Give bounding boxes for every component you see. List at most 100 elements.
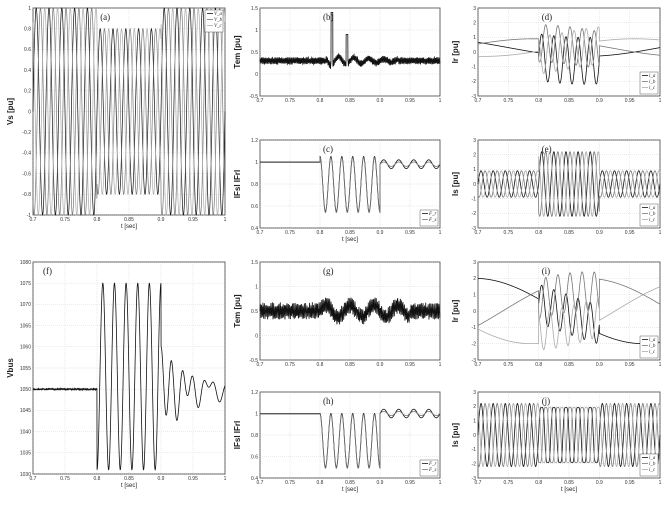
x-axis-label: t [sec] bbox=[561, 487, 577, 493]
x-tick-label: 0.85 bbox=[564, 98, 574, 104]
x-tick-label: 1 bbox=[439, 230, 442, 236]
x-tick-label: 0.7 bbox=[257, 98, 264, 104]
x-tick-label: 0.8 bbox=[317, 362, 324, 368]
x-tick-label: 0.8 bbox=[535, 480, 542, 486]
y-tick-label: -0.6 bbox=[22, 171, 31, 177]
panel-label: (f) bbox=[43, 266, 52, 276]
x-tick-label: 0.9 bbox=[596, 98, 603, 104]
x-tick-label: 0.9 bbox=[377, 480, 384, 486]
y-tick-label: 1.5 bbox=[251, 260, 258, 266]
y-tick-label: 0.2 bbox=[24, 89, 31, 95]
x-tick-label: 0.7 bbox=[475, 362, 482, 368]
x-axis-label: t [sec] bbox=[342, 237, 358, 243]
y-tick-label: 1055 bbox=[20, 366, 31, 372]
series-line-2 bbox=[477, 271, 661, 326]
y-tick-label: 1 bbox=[473, 167, 476, 173]
x-tick-label: 0.7 bbox=[257, 480, 264, 486]
y-tick-label: 1 bbox=[28, 6, 31, 12]
chart-h: 0.7 0.75 0.8 0.85 0.9 0.95 1 0.4 0.6 0.8 1 1.2 (h) IF… bbox=[233, 390, 442, 493]
y-tick-label: -3 bbox=[472, 226, 477, 232]
y-tick-label: 3 bbox=[473, 6, 476, 12]
y-tick-label: 1060 bbox=[20, 345, 31, 351]
x-tick-label: 0.85 bbox=[124, 476, 134, 482]
y-tick-label: -1 bbox=[472, 325, 477, 331]
legend-entry: i_a bbox=[649, 456, 656, 461]
series-line-1 bbox=[259, 12, 441, 69]
y-tick-label: 0.5 bbox=[251, 50, 258, 56]
y-tick-label: 0.8 bbox=[251, 433, 258, 439]
y-tick-label: 0 bbox=[473, 309, 476, 315]
y-tick-label: 1080 bbox=[20, 260, 31, 266]
series-line-1 bbox=[477, 151, 661, 217]
series-line-2 bbox=[260, 156, 441, 214]
panel-label: (e) bbox=[542, 144, 552, 154]
series-line-1 bbox=[478, 278, 661, 345]
series-line-2 bbox=[260, 410, 441, 470]
y-axis-label: Is [pu] bbox=[451, 423, 460, 447]
y-axis-label: Vbus bbox=[6, 358, 15, 378]
y-axis-label: Tem [pu] bbox=[233, 294, 242, 328]
y-axis-label: Tem [pu] bbox=[233, 35, 242, 69]
y-tick-label: 2 bbox=[473, 152, 476, 158]
legend-entry: F_s bbox=[428, 468, 437, 473]
y-tick-label: 1.5 bbox=[251, 6, 258, 12]
y-tick-label: -3 bbox=[472, 94, 477, 100]
y-tick-label: 3 bbox=[473, 138, 476, 144]
panel-label: (a) bbox=[100, 12, 110, 22]
y-tick-label: 0.4 bbox=[24, 68, 31, 74]
x-tick-label: 0.75 bbox=[60, 217, 70, 223]
panel-label: (c) bbox=[323, 144, 333, 154]
legend-entry: i_b bbox=[649, 212, 656, 217]
x-tick-label: 0.7 bbox=[30, 476, 37, 482]
legend-entry: i_c bbox=[649, 86, 656, 91]
legend-entry: i_b bbox=[649, 462, 656, 467]
y-tick-label: 2 bbox=[473, 404, 476, 410]
y-tick-label: 1070 bbox=[20, 302, 31, 308]
y-tick-label: 1.2 bbox=[251, 390, 258, 396]
series-line-3 bbox=[477, 151, 661, 217]
legend-entry: i_b bbox=[649, 344, 656, 349]
legend-box bbox=[639, 203, 659, 227]
x-tick-label: 0.75 bbox=[285, 480, 295, 486]
series-line-2 bbox=[32, 7, 226, 216]
y-tick-label: 0 bbox=[473, 50, 476, 56]
legend-entry: F_r bbox=[428, 212, 437, 217]
legend-box bbox=[419, 209, 439, 227]
x-tick-label: 0.7 bbox=[475, 480, 482, 486]
legend-box bbox=[204, 9, 224, 33]
series-line-3 bbox=[478, 26, 661, 74]
legend-entry: V_b bbox=[214, 18, 223, 23]
y-tick-label: 1 bbox=[255, 284, 258, 290]
x-tick-label: 0.9 bbox=[596, 480, 603, 486]
x-tick-label: 1 bbox=[439, 362, 442, 368]
chart-b: 0.7 0.75 0.8 0.85 0.9 0.95 1 -0.5 0 0.5 1 1.5 (b) Tem… bbox=[233, 6, 442, 104]
y-tick-label: 1045 bbox=[20, 408, 31, 414]
x-tick-label: 0.95 bbox=[405, 362, 415, 368]
x-tick-label: 0.75 bbox=[503, 362, 513, 368]
chart-i: 0.7 0.75 0.8 0.85 0.9 0.95 1 -3 -2 -1 0 1 2 3 (i) Ir [p… bbox=[451, 260, 662, 368]
x-tick-label: 0.9 bbox=[377, 230, 384, 236]
y-tick-label: -2 bbox=[472, 461, 477, 467]
x-tick-label: 0.9 bbox=[158, 217, 165, 223]
legend-entry: i_c bbox=[649, 350, 656, 355]
y-axis-label: Vs [pu] bbox=[6, 98, 15, 125]
x-tick-label: 0.75 bbox=[285, 98, 295, 104]
x-tick-label: 0.8 bbox=[535, 98, 542, 104]
x-tick-label: 0.95 bbox=[625, 480, 635, 486]
y-tick-label: 0.6 bbox=[251, 454, 258, 460]
y-tick-label: 2 bbox=[473, 20, 476, 26]
series-line-2 bbox=[477, 403, 661, 467]
legend-box bbox=[639, 335, 659, 359]
series-line-2 bbox=[477, 24, 661, 68]
x-tick-label: 0.95 bbox=[188, 217, 198, 223]
legend-entry: F_r bbox=[428, 462, 437, 467]
y-tick-label: -3 bbox=[472, 476, 477, 482]
x-tick-label: 1 bbox=[659, 98, 662, 104]
x-tick-label: 0.85 bbox=[564, 230, 574, 236]
y-tick-label: 0.8 bbox=[24, 27, 31, 33]
x-tick-label: 0.95 bbox=[188, 476, 198, 482]
series-line-1 bbox=[477, 33, 661, 85]
x-tick-label: 0.85 bbox=[345, 230, 355, 236]
y-tick-label: 0.8 bbox=[251, 182, 258, 188]
x-tick-label: 0.95 bbox=[405, 98, 415, 104]
